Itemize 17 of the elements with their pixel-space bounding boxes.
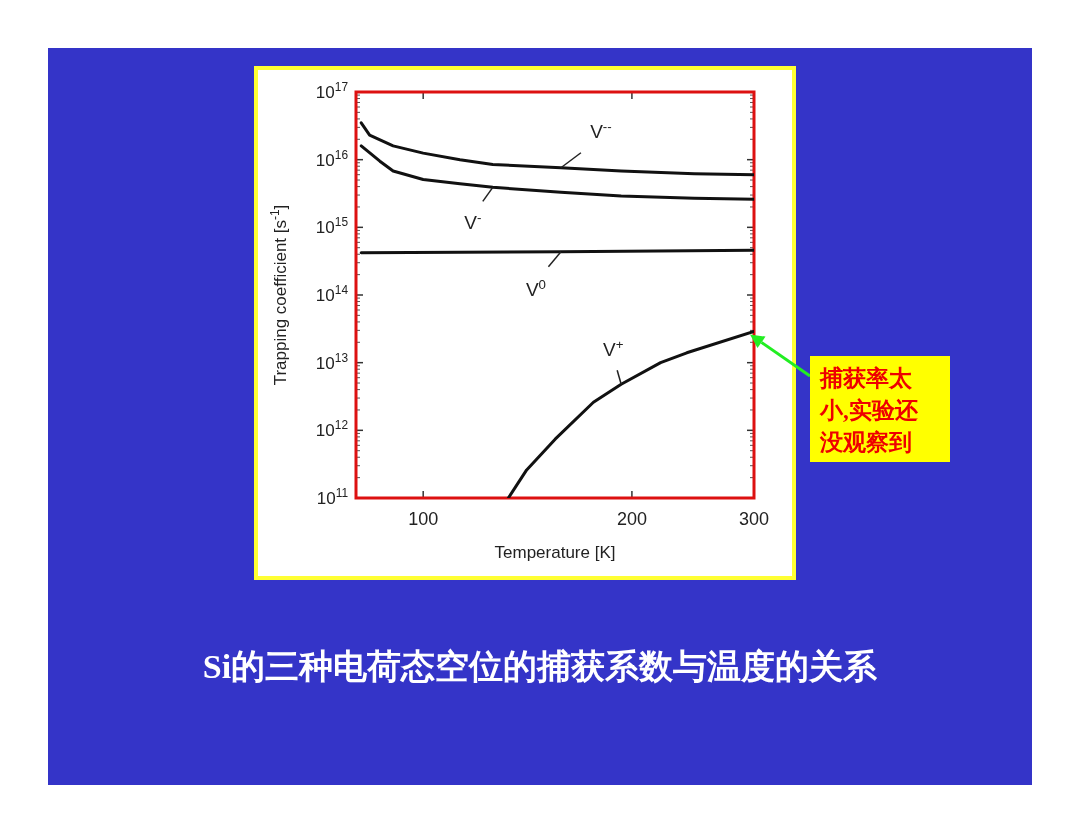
y-tick-label: 10$^{17}$ — [315, 80, 349, 102]
y-tick-label: 10$^{15}$ — [315, 215, 349, 238]
y-tick-label: 10$^{14}$ — [315, 283, 349, 305]
y-tick-label: 10$^{16}$ — [315, 147, 349, 170]
text: Si的三种电荷态空位的捕获系数与温度的关系 — [202, 648, 879, 685]
x-axis-title: Temperature [K] — [494, 543, 616, 562]
x-tick-label: 200 — [616, 509, 647, 529]
series-label: V$^{+}$ — [602, 336, 624, 361]
x-tick-label: 100 — [408, 509, 439, 529]
annotation: 捕获率太小,实验还没观察到 — [750, 334, 950, 462]
y-tick-label: 10$^{11}$ — [316, 486, 349, 508]
y-tick-label: 10$^{12}$ — [315, 418, 349, 441]
y-tick-label: 10$^{13}$ — [315, 350, 349, 373]
series-label: V$^{--}$ — [590, 118, 612, 142]
series-label: V$^{-}$ — [464, 209, 482, 234]
x-tick-label: 300 — [738, 509, 770, 529]
series-label: V$^{0}$ — [525, 276, 546, 300]
